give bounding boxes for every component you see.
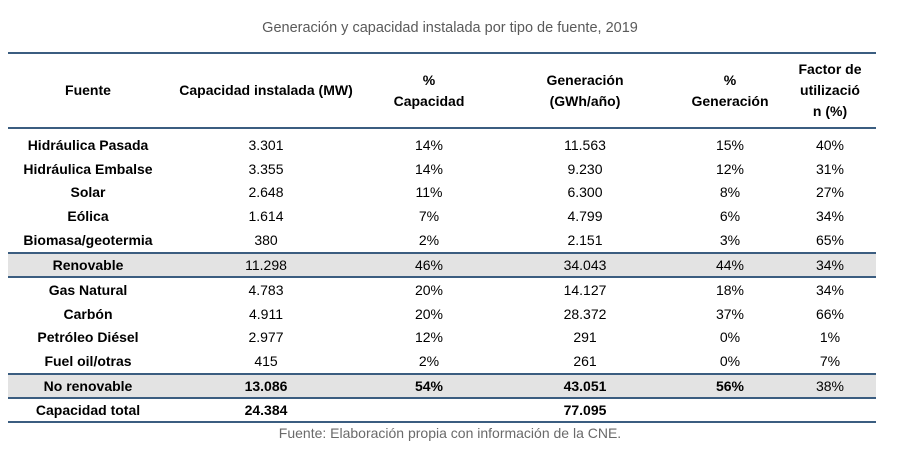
cell-pct-capacidad: 2% [418,232,440,249]
table-row: Biomasa/geotermia 380 2% 2.151 3% 65% [8,228,876,253]
cell-generacion: 9.230 [567,160,603,177]
table-row: Petróleo Diésel 2.977 12% 291 0% 1% [8,326,876,350]
table-row: Eólica 1.614 7% 4.799 6% 34% [8,204,876,228]
cell-factor: 34% [815,281,845,298]
cell-fuente: Renovable [8,251,168,278]
cell-factor: 38% [784,373,876,400]
table-row: Carbón 4.911 20% 28.372 37% 66% [8,302,876,326]
cell-generacion: 4.799 [567,208,603,225]
cell-pct-capacidad: 54% [364,373,494,400]
cell-generacion: 11.563 [564,136,606,153]
cell-capacidad: 13.086 [168,373,364,400]
cell-factor: 7% [819,353,841,370]
cell-fuente: Solar [70,184,106,201]
cell-capacidad: 1.614 [248,208,284,225]
cell-pct-capacidad [364,398,494,424]
cell-factor: 65% [815,232,845,249]
cell-generacion: 14.127 [563,281,607,298]
cell-pct-generacion: 3% [719,232,741,249]
cell-fuente: Gas Natural [48,281,128,298]
cell-generacion: 28.372 [563,305,607,322]
cell-pct-generacion: 56% [676,373,784,400]
table-row: Solar 2.648 11% 6.300 8% 27% [8,181,876,205]
cell-fuente: Eólica [67,208,109,225]
cell-fuente: Biomasa/geotermia [23,232,153,249]
cell-generacion: 2.151 [567,232,603,249]
cell-pct-capacidad: 14% [414,136,444,153]
cell-generacion: 77.095 [494,398,676,424]
cell-fuente: Petróleo Diésel [37,329,139,346]
cell-capacidad: 415 [254,353,278,370]
cell-pct-generacion: 0% [719,329,741,346]
cell-generacion: 291 [573,329,597,346]
cell-capacidad: 2.977 [248,329,284,346]
table-title: Generación y capacidad instalada por tip… [262,20,638,36]
cell-generacion: 34.043 [494,251,676,278]
cell-factor: 66% [815,305,845,322]
table-row: Hidráulica Pasada 3.301 14% 11.563 15% 4… [8,128,876,157]
cell-pct-capacidad: 7% [418,208,440,225]
cell-capacidad: 3.355 [248,160,284,177]
cell-pct-generacion: 6% [719,208,741,225]
cell-capacidad: 4.783 [248,281,284,298]
cell-capacidad: 2.648 [248,184,284,201]
cell-factor: 31% [815,160,845,177]
cell-pct-generacion: 44% [676,251,784,278]
cell-pct-capacidad: 20% [414,305,444,322]
source-note: Fuente: Elaboración propia con informaci… [278,425,622,441]
cell-pct-capacidad: 2% [418,353,440,370]
header-pct-generacion: % Generación [676,52,784,129]
cell-fuente: Hidráulica Embalse [23,160,153,177]
cell-pct-generacion: 12% [715,160,745,177]
cell-pct-capacidad: 11% [415,184,443,201]
cell-capacidad: 11.298 [168,251,364,278]
header-capacidad: Capacidad instalada (MW) [168,52,364,129]
cell-pct-generacion [676,398,784,424]
header-generacion: Generación (GWh/año) [494,52,676,129]
header-fuente: Fuente [8,52,168,129]
cell-pct-generacion: 18% [715,281,745,298]
header-row: Fuente Capacidad instalada (MW) % Capacid… [8,52,876,129]
cell-pct-capacidad: 46% [364,251,494,278]
cell-generacion: 6.300 [567,184,603,201]
cell-fuente: Hidráulica Pasada [27,136,149,153]
cell-capacidad: 4.911 [249,305,283,322]
cell-factor: 1% [819,329,841,346]
cell-generacion: 261 [573,353,597,370]
table-row: Gas Natural 4.783 20% 14.127 18% 34% [8,277,876,302]
subtotal-row-no-renovable: No renovable 13.086 54% 43.051 56% 38% [8,373,876,400]
cell-generacion: 43.051 [494,373,676,400]
table-row: Fuel oil/otras 415 2% 261 0% 7% [8,349,876,374]
table-row: Hidráulica Embalse 3.355 14% 9.230 12% 3… [8,157,876,181]
cell-fuente: Capacidad total [8,398,168,424]
cell-pct-capacidad: 20% [414,281,444,298]
cell-pct-capacidad: 12% [414,329,444,346]
cell-factor: 34% [815,208,845,225]
header-pct-capacidad: % Capacidad [364,52,494,129]
header-factor: Factor de utilizació n (%) [784,52,876,129]
cell-pct-generacion: 8% [719,184,741,201]
cell-capacidad: 3.301 [248,136,284,153]
cell-factor: 34% [784,251,876,278]
cell-fuente: No renovable [8,373,168,400]
cell-factor: 40% [815,136,845,153]
cell-fuente: Fuel oil/otras [44,353,132,370]
cell-capacidad: 24.384 [168,398,364,424]
cell-capacidad: 380 [254,232,278,249]
cell-factor: 27% [815,184,845,201]
total-row: Capacidad total 24.384 77.095 [8,398,876,424]
cell-fuente: Carbón [63,305,113,322]
cell-pct-generacion: 15% [715,136,745,153]
capacity-generation-table: Fuente Capacidad instalada (MW) % Capacid… [8,52,876,424]
cell-pct-capacidad: 14% [414,160,444,177]
cell-factor [784,398,876,424]
cell-pct-generacion: 37% [715,305,745,322]
cell-pct-generacion: 0% [719,353,741,370]
subtotal-row-renovable: Renovable 11.298 46% 34.043 44% 34% [8,251,876,278]
